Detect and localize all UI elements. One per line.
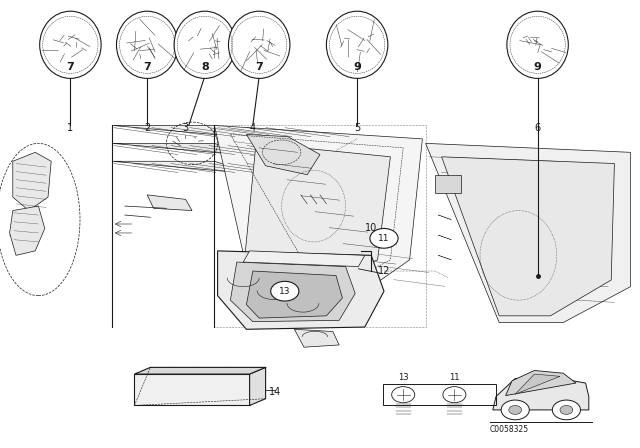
Polygon shape [246, 271, 342, 318]
Polygon shape [112, 161, 326, 197]
Text: 11: 11 [378, 234, 390, 243]
Text: 9: 9 [534, 62, 541, 72]
Bar [383, 384, 496, 405]
Ellipse shape [40, 11, 101, 78]
Text: 7: 7 [255, 62, 263, 72]
Text: 9: 9 [353, 62, 361, 72]
Polygon shape [243, 251, 365, 267]
Text: 11: 11 [449, 373, 460, 382]
Circle shape [552, 400, 580, 420]
Polygon shape [214, 125, 422, 305]
Polygon shape [13, 152, 51, 211]
Polygon shape [435, 175, 461, 193]
Polygon shape [112, 143, 326, 179]
Text: 8: 8 [201, 62, 209, 72]
Text: 2: 2 [144, 123, 150, 133]
Text: 7: 7 [67, 62, 74, 72]
Polygon shape [218, 251, 384, 329]
Polygon shape [112, 125, 326, 161]
Text: 6: 6 [534, 123, 541, 133]
Text: 4: 4 [250, 123, 256, 133]
Polygon shape [493, 376, 589, 410]
Circle shape [560, 405, 573, 414]
Polygon shape [506, 370, 576, 396]
Polygon shape [250, 367, 266, 405]
Text: 13: 13 [398, 373, 408, 382]
Polygon shape [230, 262, 355, 322]
Polygon shape [134, 367, 266, 374]
Circle shape [370, 228, 398, 248]
Text: 12: 12 [378, 266, 390, 276]
Circle shape [392, 387, 415, 403]
Text: 10: 10 [365, 224, 377, 233]
Ellipse shape [326, 11, 388, 78]
Text: 3: 3 [182, 123, 189, 133]
Polygon shape [515, 374, 560, 394]
Polygon shape [246, 134, 320, 175]
Circle shape [271, 281, 299, 301]
Polygon shape [426, 143, 630, 323]
Circle shape [509, 405, 522, 414]
Text: 5: 5 [354, 123, 360, 133]
Polygon shape [243, 143, 390, 287]
Circle shape [443, 387, 466, 403]
Text: 14: 14 [269, 387, 281, 397]
Ellipse shape [116, 11, 178, 78]
Polygon shape [442, 157, 614, 316]
Text: 13: 13 [279, 287, 291, 296]
Circle shape [501, 400, 529, 420]
Ellipse shape [228, 11, 290, 78]
Polygon shape [147, 195, 192, 211]
Text: C0058325: C0058325 [490, 425, 529, 434]
Text: 7: 7 [143, 62, 151, 72]
Ellipse shape [174, 11, 236, 78]
Polygon shape [134, 374, 250, 405]
Text: 1: 1 [67, 123, 74, 133]
Polygon shape [294, 329, 339, 347]
Ellipse shape [507, 11, 568, 78]
Polygon shape [10, 206, 45, 255]
